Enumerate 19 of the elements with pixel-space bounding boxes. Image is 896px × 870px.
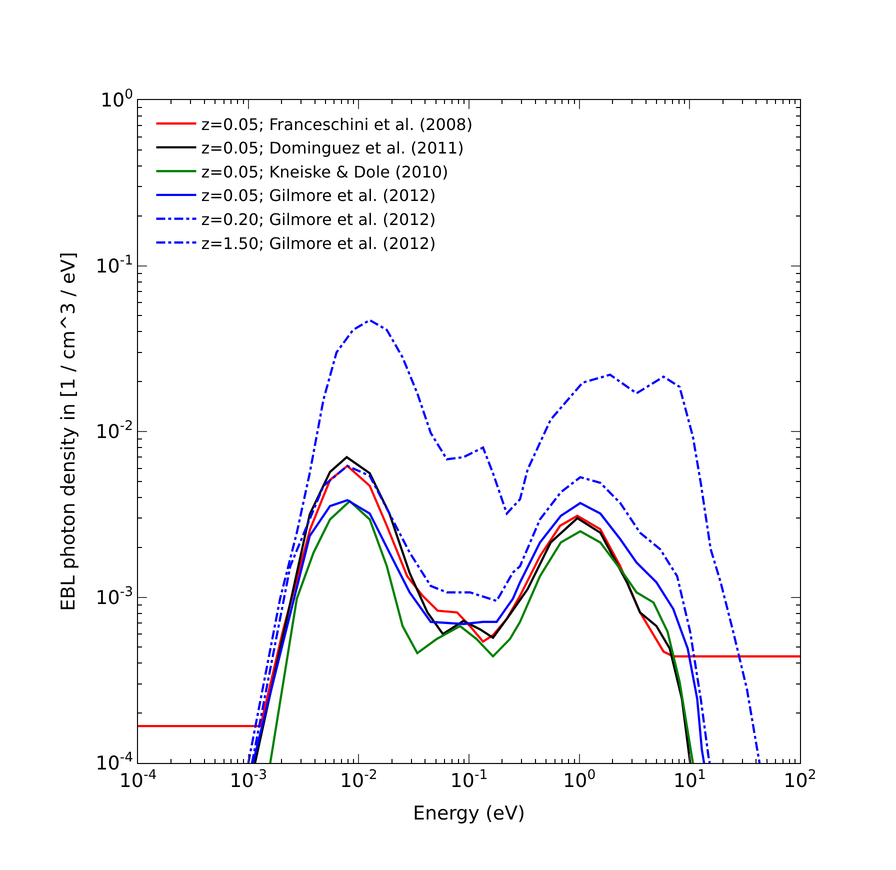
x-tick-label: 10$^{-3}$ xyxy=(230,768,268,792)
x-axis-title: Energy (eV) xyxy=(412,802,526,825)
x-tick-label: 10$^{2}$ xyxy=(784,768,816,792)
legend-label: z=0.05; Dominguez et al. (2011) xyxy=(201,138,464,158)
x-tick-label: 10$^{1}$ xyxy=(673,768,706,792)
y-tick-label: 10$^{-3}$ xyxy=(96,584,134,609)
legend-label: z=0.05; Franceschini et al. (2008) xyxy=(201,114,473,134)
x-tick-label: 10$^{-4}$ xyxy=(119,768,157,792)
x-tick-label: 10$^{-2}$ xyxy=(340,768,378,792)
legend-label: z=0.20; Gilmore et al. (2012) xyxy=(201,210,436,229)
y-tick-label: 10$^{0}$ xyxy=(100,88,134,112)
y-tick-label: 10$^{-2}$ xyxy=(96,419,134,444)
legend-label: z=0.05; Kneiske & Dole (2010) xyxy=(201,162,448,182)
x-tick-label: 10$^{-1}$ xyxy=(450,768,488,792)
x-tick-label: 10$^{0}$ xyxy=(563,768,596,792)
legend-label: z=0.05; Gilmore et al. (2012) xyxy=(201,186,436,206)
y-axis-title: EBL photon density in [1 / cm^3 / eV] xyxy=(57,252,80,612)
legend-label: z=1.50; Gilmore et al. (2012) xyxy=(201,234,436,253)
y-tick-label: 10$^{-1}$ xyxy=(96,253,134,278)
